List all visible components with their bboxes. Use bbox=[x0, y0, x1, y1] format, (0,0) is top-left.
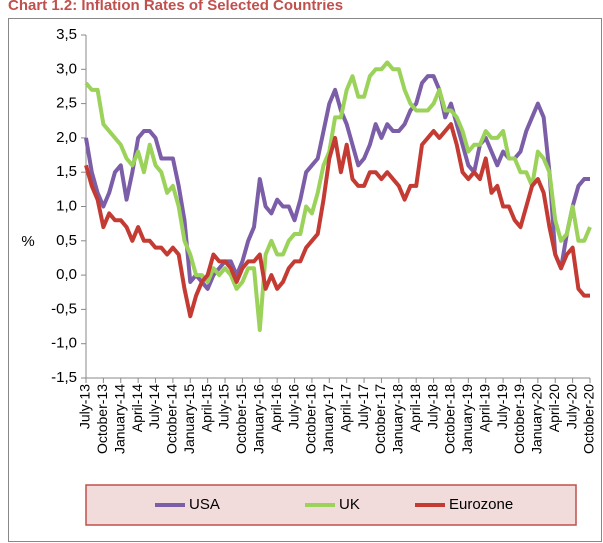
x-tick-label: July-15 bbox=[216, 384, 232, 429]
x-tick-label: July-16 bbox=[285, 384, 301, 429]
x-tick-label: October-19 bbox=[511, 384, 527, 454]
x-tick-label: April-14 bbox=[129, 384, 145, 432]
x-tick-label: October-13 bbox=[94, 384, 110, 454]
x-tick-label: April-15 bbox=[198, 384, 214, 432]
legend-label: UK bbox=[339, 496, 360, 513]
y-tick-label: 1,0 bbox=[56, 197, 77, 214]
y-tick-label: -0,5 bbox=[51, 300, 77, 317]
x-tick-label: January-15 bbox=[181, 384, 197, 454]
x-tick-label: January-16 bbox=[250, 384, 266, 454]
series-line bbox=[84, 74, 590, 291]
x-tick-label: January-20 bbox=[529, 384, 545, 454]
series-line bbox=[84, 122, 590, 319]
x-tick-label: January-19 bbox=[459, 384, 475, 454]
y-tick-label: 0,0 bbox=[56, 266, 77, 283]
x-tick-label: October-18 bbox=[442, 384, 458, 454]
legend-label: Eurozone bbox=[449, 496, 513, 513]
x-tick-label: April-17 bbox=[337, 384, 353, 432]
x-tick-label: January-18 bbox=[390, 384, 406, 454]
x-tick-label: July-14 bbox=[146, 384, 162, 429]
x-tick-label: July-19 bbox=[494, 384, 510, 429]
y-tick-label: 2,5 bbox=[56, 95, 77, 112]
x-tick-label: April-20 bbox=[546, 384, 562, 432]
y-tick-label: -1,0 bbox=[51, 335, 77, 352]
y-axis-label: % bbox=[21, 233, 34, 250]
x-tick-label: October-17 bbox=[372, 384, 388, 454]
y-tick-label: 3,5 bbox=[56, 26, 77, 43]
series-line bbox=[84, 60, 592, 332]
x-tick-label: July-17 bbox=[355, 384, 371, 429]
x-tick-label: October-16 bbox=[303, 384, 319, 454]
x-tick-label: January-14 bbox=[111, 384, 127, 454]
legend-label: USA bbox=[189, 496, 220, 513]
x-tick-label: July-13 bbox=[77, 384, 93, 429]
y-tick-label: 1,5 bbox=[56, 163, 77, 180]
x-tick-label: October-14 bbox=[164, 384, 180, 454]
x-tick-label: January-17 bbox=[320, 384, 336, 454]
x-tick-label: July-20 bbox=[563, 384, 579, 429]
x-tick-label: October-20 bbox=[581, 384, 597, 454]
y-tick-label: -1,5 bbox=[51, 369, 77, 386]
y-tick-label: 2,0 bbox=[56, 129, 77, 146]
y-tick-label: 0,5 bbox=[56, 232, 77, 249]
x-tick-label: April-18 bbox=[407, 384, 423, 432]
x-tick-label: October-15 bbox=[233, 384, 249, 454]
chart-frame bbox=[8, 18, 602, 542]
x-tick-label: April-16 bbox=[268, 384, 284, 432]
x-tick-label: July-18 bbox=[424, 384, 440, 429]
y-tick-label: 3,0 bbox=[56, 60, 77, 77]
chart-title: Chart 1.2: Inflation Rates of Selected C… bbox=[8, 0, 343, 14]
x-tick-label: April-19 bbox=[476, 384, 492, 432]
